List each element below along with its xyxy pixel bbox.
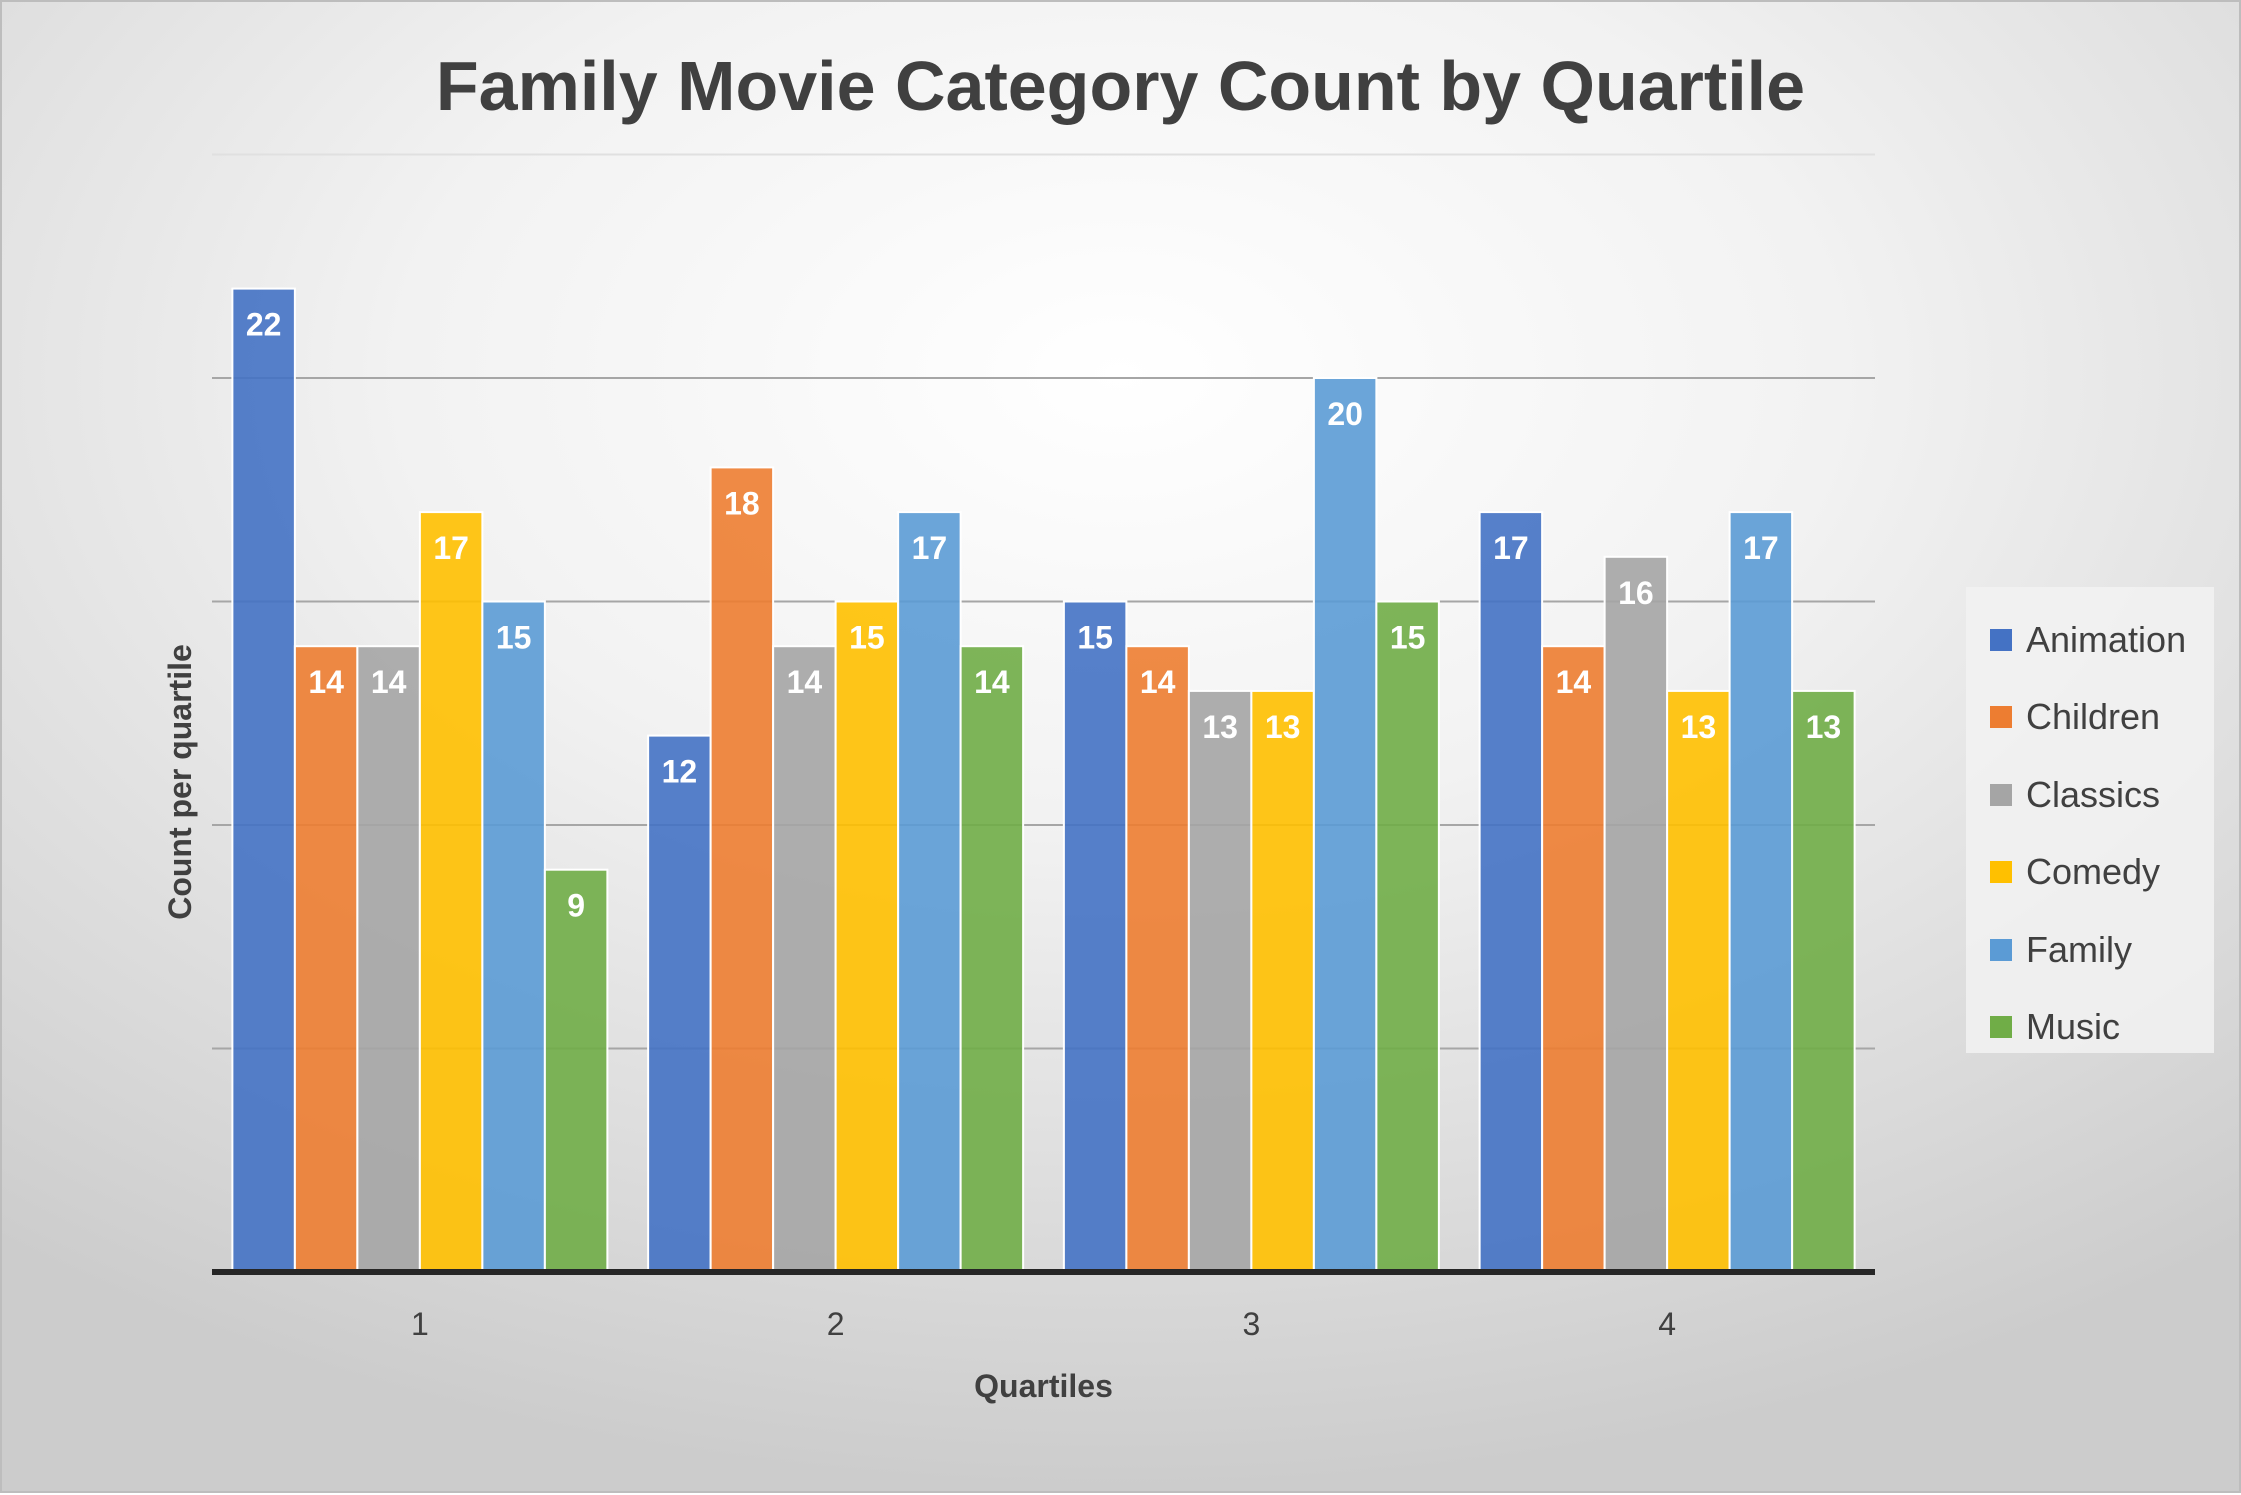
- legend-label-comedy: Comedy: [2026, 851, 2161, 893]
- x-tick-label-1: 1: [411, 1306, 429, 1342]
- bar-animation-q1: [231, 287, 296, 1274]
- bar-music-q2: [959, 645, 1025, 1273]
- data-label-classics-q2: 14: [787, 664, 823, 700]
- data-label-family-q2: 17: [912, 530, 948, 566]
- legend: Animation Children Classics Comedy Family Mus…: [1966, 587, 2214, 1053]
- data-label-family-q3: 20: [1327, 396, 1363, 432]
- legend-label-children: Children: [2026, 696, 2161, 738]
- bar-music-q1: [543, 868, 609, 1273]
- bar-family-q3: [1312, 377, 1378, 1273]
- x-axis: 1 2 3 4: [212, 1269, 1875, 1342]
- data-label-children-q3: 14: [1140, 664, 1176, 700]
- legend-label-classics: Classics: [2026, 773, 2161, 815]
- legend-swatch-comedy: [1990, 861, 2012, 884]
- x-tick-label-2: 2: [827, 1306, 845, 1342]
- data-label-classics-q1: 14: [371, 664, 407, 700]
- data-label-classics-q4: 16: [1618, 575, 1654, 611]
- bar-family-q2: [897, 511, 962, 1274]
- data-label-animation-q1: 22: [246, 307, 282, 343]
- legend-item-family: Family: [1966, 911, 2214, 989]
- data-label-comedy-q1: 17: [433, 530, 469, 566]
- data-label-comedy-q3: 13: [1265, 709, 1301, 745]
- legend-item-comedy: Comedy: [1966, 834, 2214, 912]
- legend-swatch-animation: [1990, 628, 2012, 651]
- bar-family-q1: [481, 600, 546, 1273]
- data-label-comedy-q4: 13: [1681, 709, 1717, 745]
- legend-swatch-children: [1990, 706, 2012, 729]
- bar-children-q3: [1125, 645, 1190, 1273]
- data-label-comedy-q2: 15: [849, 620, 885, 656]
- legend-swatch-family: [1990, 938, 2012, 961]
- data-label-children-q4: 14: [1556, 664, 1592, 700]
- legend-label-animation: Animation: [2026, 618, 2187, 660]
- data-label-animation-q2: 12: [662, 754, 698, 790]
- data-label-children-q2: 18: [724, 485, 760, 521]
- data-label-children-q1: 14: [308, 664, 344, 700]
- bar-music-q3: [1375, 600, 1440, 1273]
- legend-item-children: Children: [1966, 679, 2214, 757]
- data-label-animation-q4: 17: [1493, 530, 1529, 566]
- data-label-classics-q3: 13: [1202, 709, 1238, 745]
- data-label-family-q4: 17: [1743, 530, 1779, 566]
- legend-swatch-classics: [1990, 783, 2012, 806]
- legend-swatch-music: [1990, 1016, 2012, 1039]
- y-axis-label: Count per quartile: [162, 644, 198, 920]
- legend-item-animation: Animation: [1966, 601, 2214, 679]
- x-tick-label-3: 3: [1242, 1306, 1260, 1342]
- bar-family-q4: [1728, 511, 1794, 1274]
- legend-item-music: Music: [1966, 989, 2214, 1067]
- data-label-family-q1: 15: [496, 620, 532, 656]
- bars: [231, 287, 1856, 1274]
- legend-item-classics: Classics: [1966, 756, 2214, 834]
- bar-comedy-q1: [418, 511, 484, 1274]
- legend-label-family: Family: [2026, 928, 2132, 970]
- x-axis-label: Quartiles: [974, 1368, 1113, 1404]
- bar-classics-q1: [356, 645, 421, 1273]
- legend-label-music: Music: [2026, 1006, 2121, 1048]
- data-label-music-q1: 9: [567, 888, 585, 924]
- bar-classics-q2: [772, 645, 837, 1273]
- bar-animation-q3: [1062, 600, 1128, 1273]
- bar-children-q1: [293, 645, 359, 1273]
- bar-classics-q4: [1603, 555, 1669, 1273]
- data-labels: 22 12 15 17 14 18 14 14 14 14 13 16 17 15 13 13 15 17 20 17…: [246, 307, 1841, 924]
- data-label-music-q4: 13: [1806, 709, 1842, 745]
- data-label-music-q3: 15: [1390, 620, 1426, 656]
- bar-comedy-q2: [834, 600, 900, 1273]
- bar-children-q2: [709, 466, 775, 1273]
- chart-title: Family Movie Category Count by Quartile: [435, 47, 1806, 125]
- bar-comedy-q3: [1250, 689, 1315, 1273]
- x-tick-label-4: 4: [1658, 1306, 1676, 1342]
- data-label-animation-q3: 15: [1077, 620, 1113, 656]
- bar-comedy-q4: [1666, 689, 1731, 1273]
- bar-children-q4: [1541, 645, 1606, 1273]
- bar-classics-q3: [1187, 689, 1253, 1273]
- bar-animation-q4: [1478, 511, 1544, 1274]
- bar-music-q4: [1791, 689, 1856, 1273]
- data-label-music-q2: 14: [974, 664, 1010, 700]
- bar-animation-q2: [647, 734, 712, 1273]
